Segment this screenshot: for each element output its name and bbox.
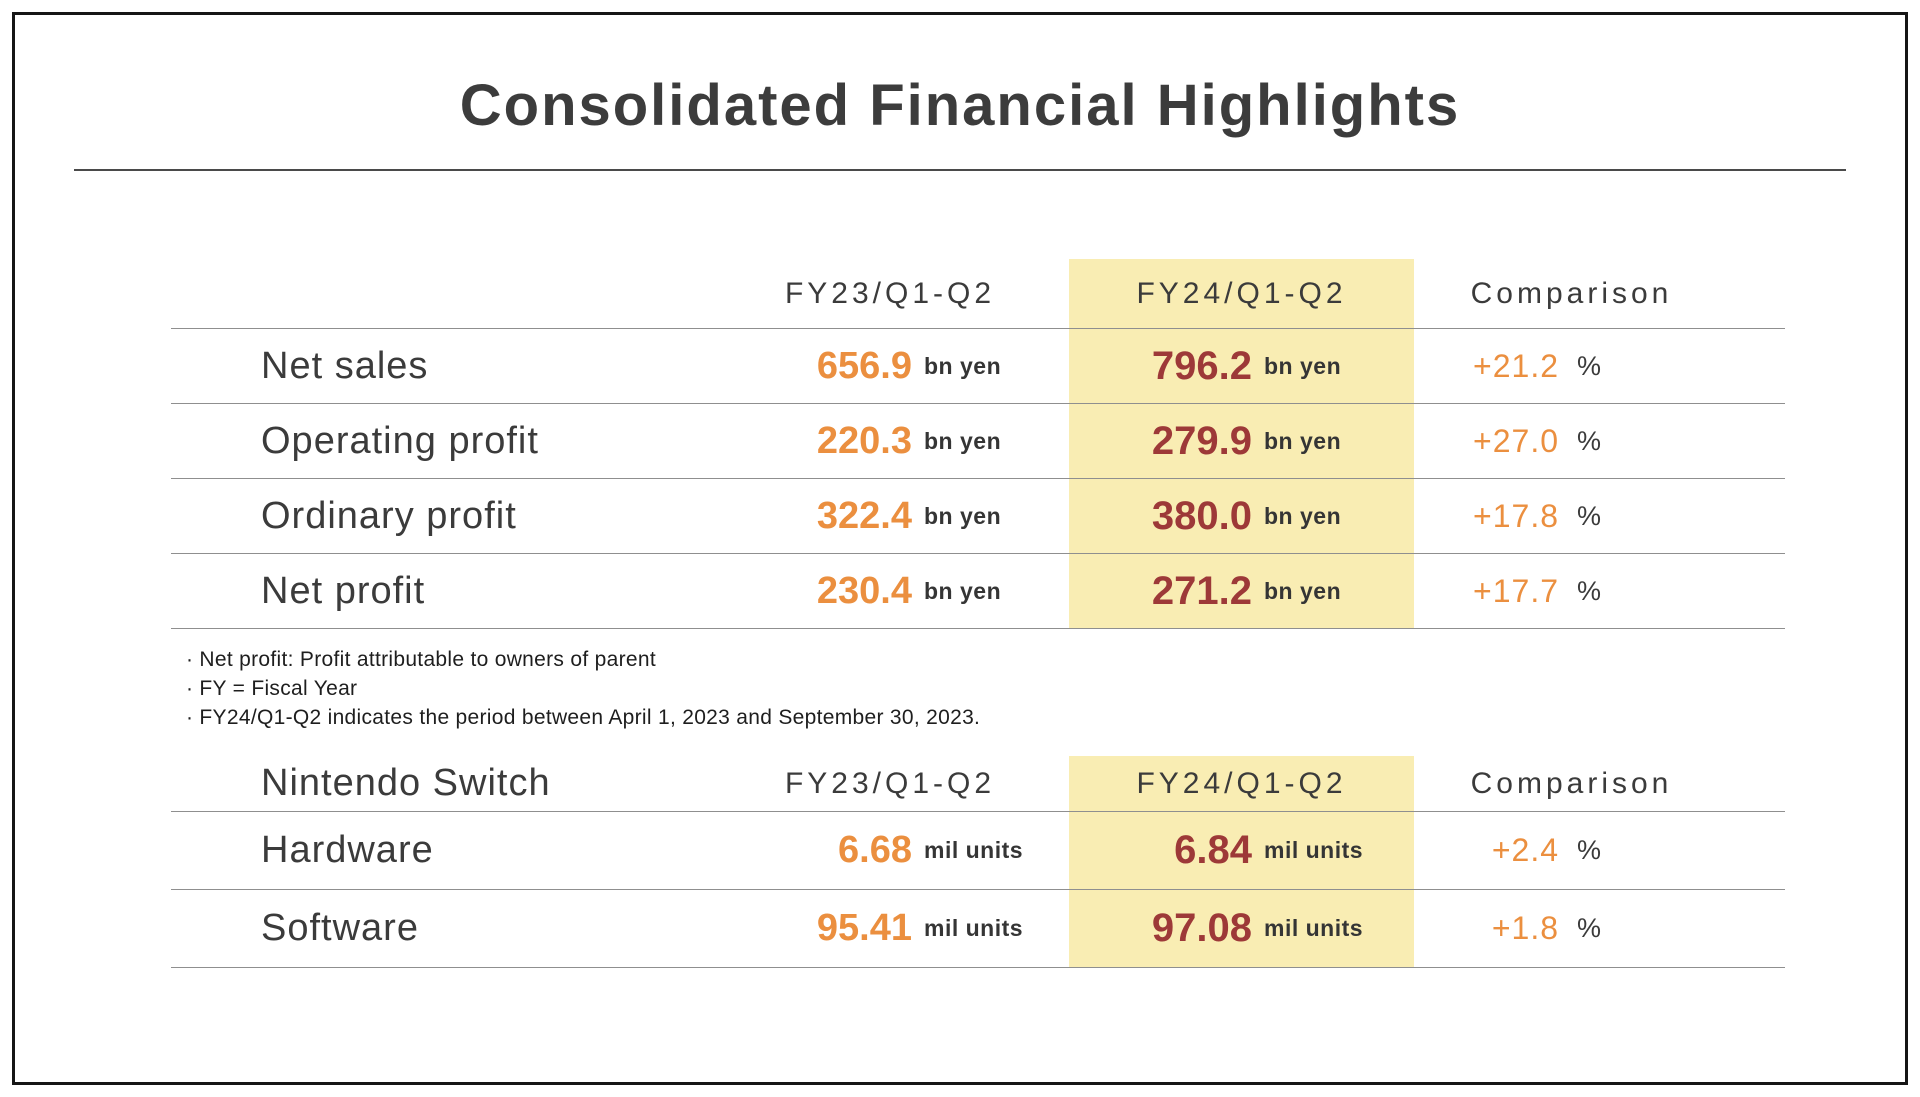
fy24-unit: mil units — [1264, 915, 1364, 941]
fy23-cell: 656.9 bn yen — [601, 345, 1069, 388]
comparison-value: +21.2 — [1473, 347, 1559, 384]
fy23-value: 656.9 — [816, 344, 912, 387]
comparison-value: +1.8 — [1491, 910, 1559, 946]
comparison-unit: % — [1577, 425, 1602, 456]
fy24-cell: 279.9 bn yen — [1069, 419, 1414, 464]
fy23-unit: bn yen — [924, 577, 1002, 604]
comparison-value: +17.8 — [1473, 497, 1559, 534]
footnote: · Net profit: Profit attributable to own… — [186, 648, 656, 671]
switch-units-table: Nintendo Switch FY23/Q1-Q2 FY24/Q1-Q2 Co… — [171, 756, 1785, 968]
fy24-cell: 6.84 mil units — [1069, 828, 1414, 873]
fy23-value: 230.4 — [816, 569, 912, 612]
row-label: Software — [261, 907, 419, 949]
fy24-value: 279.9 — [1151, 418, 1252, 463]
comparison-cell: +27.0 % — [1414, 423, 1785, 460]
fy24-value: 97.08 — [1151, 906, 1252, 950]
fy24-unit: bn yen — [1264, 352, 1342, 379]
fy23-unit: bn yen — [924, 427, 1002, 454]
fy23-value: 322.4 — [816, 494, 912, 537]
title-divider — [74, 169, 1846, 171]
fy23-value: 6.68 — [838, 829, 912, 871]
fy23-unit: mil units — [924, 915, 1024, 941]
comparison-value: +2.4 — [1491, 832, 1559, 868]
comparison-unit: % — [1577, 835, 1602, 865]
fy23-cell: 6.68 mil units — [601, 829, 1069, 872]
fy24-cell: 796.2 bn yen — [1069, 344, 1414, 389]
fy24-value: 380.0 — [1151, 493, 1252, 538]
comparison-cell: +17.8 % — [1414, 498, 1785, 535]
fy24-unit: mil units — [1264, 837, 1364, 863]
table-row: Operating profit 220.3 bn yen 279.9 bn y… — [171, 404, 1785, 479]
header-comparison: Comparison — [1470, 766, 1673, 800]
fy24-value: 796.2 — [1151, 343, 1252, 388]
table-header-row: Nintendo Switch FY23/Q1-Q2 FY24/Q1-Q2 Co… — [171, 756, 1785, 812]
fy24-unit: bn yen — [1264, 577, 1342, 604]
row-label: Net profit — [261, 569, 426, 612]
comparison-unit: % — [1577, 575, 1602, 606]
header-fy24: FY24/Q1-Q2 — [1136, 766, 1347, 800]
table-row: Hardware 6.68 mil units 6.84 mil units +… — [171, 812, 1785, 890]
table-header-row: FY23/Q1-Q2 FY24/Q1-Q2 Comparison — [171, 259, 1785, 329]
fy23-cell: 322.4 bn yen — [601, 495, 1069, 538]
fy24-value: 271.2 — [1151, 568, 1252, 613]
fy23-value: 95.41 — [816, 907, 912, 949]
fy23-unit: bn yen — [924, 352, 1002, 379]
header-comparison: Comparison — [1470, 276, 1673, 310]
comparison-unit: % — [1577, 350, 1602, 381]
row-label: Hardware — [261, 829, 434, 871]
row-label: Net sales — [261, 344, 429, 387]
table-row: Net sales 656.9 bn yen 796.2 bn yen +21.… — [171, 329, 1785, 404]
footnote: · FY = Fiscal Year — [186, 677, 358, 700]
comparison-cell: +2.4 % — [1414, 832, 1785, 869]
fy24-cell: 380.0 bn yen — [1069, 494, 1414, 539]
footnote: · FY24/Q1-Q2 indicates the period betwee… — [186, 706, 981, 729]
table-row: Ordinary profit 322.4 bn yen 380.0 bn ye… — [171, 479, 1785, 554]
comparison-cell: +1.8 % — [1414, 910, 1785, 947]
fy23-cell: 95.41 mil units — [601, 907, 1069, 950]
financial-highlights-table: FY23/Q1-Q2 FY24/Q1-Q2 Comparison Net sal… — [171, 259, 1785, 629]
fy23-unit: bn yen — [924, 502, 1002, 529]
fy24-cell: 97.08 mil units — [1069, 906, 1414, 951]
switch-table-title: Nintendo Switch — [261, 762, 551, 804]
fy24-cell: 271.2 bn yen — [1069, 569, 1414, 614]
table-row: Software 95.41 mil units 97.08 mil units… — [171, 890, 1785, 968]
footnotes: · Net profit: Profit attributable to own… — [186, 645, 1905, 732]
comparison-unit: % — [1577, 913, 1602, 943]
comparison-cell: +17.7 % — [1414, 573, 1785, 610]
comparison-value: +27.0 — [1473, 422, 1559, 459]
fy23-cell: 220.3 bn yen — [601, 420, 1069, 463]
fy24-highlight-band — [1069, 259, 1414, 629]
row-label: Operating profit — [261, 419, 539, 462]
comparison-cell: +21.2 % — [1414, 348, 1785, 385]
fy24-value: 6.84 — [1174, 828, 1252, 872]
table-row: Net profit 230.4 bn yen 271.2 bn yen +17… — [171, 554, 1785, 629]
comparison-unit: % — [1577, 500, 1602, 531]
header-fy23: FY23/Q1-Q2 — [784, 766, 996, 800]
slide: Consolidated Financial Highlights FY23/Q… — [12, 12, 1908, 1085]
fy23-unit: mil units — [924, 837, 1024, 863]
fy23-value: 220.3 — [816, 419, 912, 462]
page-title: Consolidated Financial Highlights — [459, 73, 1461, 138]
comparison-value: +17.7 — [1473, 572, 1559, 609]
fy23-cell: 230.4 bn yen — [601, 570, 1069, 613]
header-fy24: FY24/Q1-Q2 — [1136, 276, 1347, 310]
row-label: Ordinary profit — [261, 494, 517, 537]
fy24-unit: bn yen — [1264, 502, 1342, 529]
header-fy23: FY23/Q1-Q2 — [784, 276, 996, 310]
fy24-unit: bn yen — [1264, 427, 1342, 454]
fy24-highlight-band — [1069, 756, 1414, 968]
